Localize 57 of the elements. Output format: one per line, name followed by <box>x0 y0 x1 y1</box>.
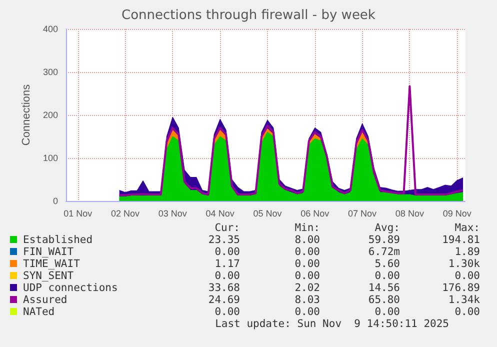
y-tick-label: 200 <box>42 110 58 120</box>
text: 1.89 <box>454 246 480 258</box>
text: 33.68 <box>207 282 240 294</box>
legend-label: TIME_WAIT <box>22 258 81 270</box>
text: 1.30k <box>447 258 480 270</box>
text: 1.34k <box>447 294 480 306</box>
x-tick-label: 06 Nov <box>300 208 330 218</box>
text: 0.00 <box>374 306 400 318</box>
x-tick-label: 03 Nov <box>158 208 188 218</box>
line-series <box>118 85 464 196</box>
text: 0.00 <box>294 246 320 258</box>
legend-label: NATed <box>22 306 56 318</box>
text: 0.00 <box>214 270 240 282</box>
text: 1.17 <box>214 258 240 270</box>
y-tick-label: 0 <box>52 196 58 206</box>
text: Last update: Sun Nov 9 14:50:11 2025 <box>215 318 449 330</box>
text: Max: <box>454 222 480 234</box>
chart-title: Connections through firewall - by week <box>122 8 376 23</box>
text: 0.00 <box>374 270 400 282</box>
text: 23.35 <box>207 234 240 246</box>
x-tick-label: 08 Nov <box>395 208 424 218</box>
legend-label: Assured <box>22 294 68 306</box>
text: 0.00 <box>294 270 320 282</box>
text: 24.69 <box>207 294 240 306</box>
legend-label: Established <box>22 234 94 246</box>
y-tick-label: 400 <box>42 24 58 34</box>
x-tick-label: 09 Nov <box>442 208 472 218</box>
y-tick-label: 100 <box>42 153 58 163</box>
text: 0.00 <box>294 306 320 318</box>
legend-label: FIN_WAIT <box>22 246 75 258</box>
x-tick-label: 02 Nov <box>110 208 140 218</box>
y-axis-title: Connections <box>20 84 32 146</box>
text: 0.00 <box>294 258 320 270</box>
text: 65.80 <box>367 294 400 306</box>
x-tick-label: 07 Nov <box>348 208 378 218</box>
text: 8.00 <box>294 234 320 246</box>
x-tick-label: 04 Nov <box>206 208 235 218</box>
text: 0.00 <box>214 246 240 258</box>
text: 0.00 <box>454 270 480 282</box>
text: 194.81 <box>441 234 480 246</box>
text: 59.89 <box>367 234 400 246</box>
text: 0.00 <box>214 306 240 318</box>
text: 0.00 <box>454 306 480 318</box>
text: Avg: <box>374 222 400 234</box>
text: 176.89 <box>441 282 480 294</box>
x-tick-label: 05 Nov <box>253 208 282 218</box>
text: Cur: <box>214 222 240 234</box>
text: 2.02 <box>294 282 320 294</box>
x-tick-label: 01 Nov <box>64 208 93 218</box>
y-tick-label: 300 <box>42 67 58 77</box>
legend-label: UDP connections <box>22 282 119 294</box>
text: 14.56 <box>367 282 400 294</box>
text: Min: <box>294 222 320 234</box>
legend-label: SYN_SENT <box>22 270 75 282</box>
text: 5.60 <box>374 258 400 270</box>
text: 6.72m <box>367 246 400 258</box>
text: 8.03 <box>294 294 320 306</box>
